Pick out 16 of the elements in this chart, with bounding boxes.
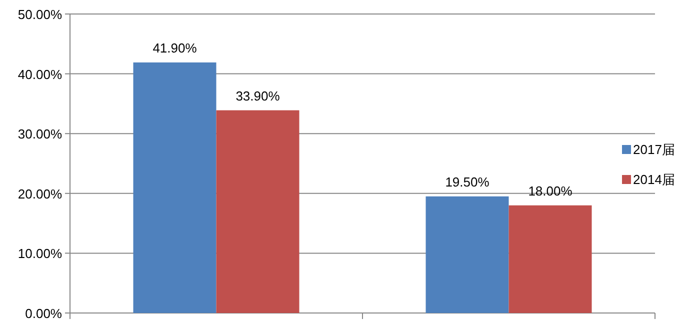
y-tick-label: 0.00% xyxy=(25,306,62,320)
y-tick-label: 20.00% xyxy=(18,186,62,202)
y-tick-label: 30.00% xyxy=(18,126,62,142)
legend-label: 2014届 xyxy=(633,172,675,187)
legend-label: 2017届 xyxy=(633,142,675,157)
bar xyxy=(508,205,592,313)
y-tick-label: 40.00% xyxy=(18,66,62,82)
data-label: 41.90% xyxy=(152,40,198,56)
data-label: 18.00% xyxy=(528,183,573,198)
y-tick-label: 10.00% xyxy=(18,246,62,262)
data-label: 33.90% xyxy=(236,88,280,104)
bar xyxy=(216,110,300,313)
bar xyxy=(426,196,509,313)
data-label: 19.50% xyxy=(445,174,490,190)
y-tick-label: 50.00% xyxy=(18,7,62,22)
bar xyxy=(133,62,216,313)
